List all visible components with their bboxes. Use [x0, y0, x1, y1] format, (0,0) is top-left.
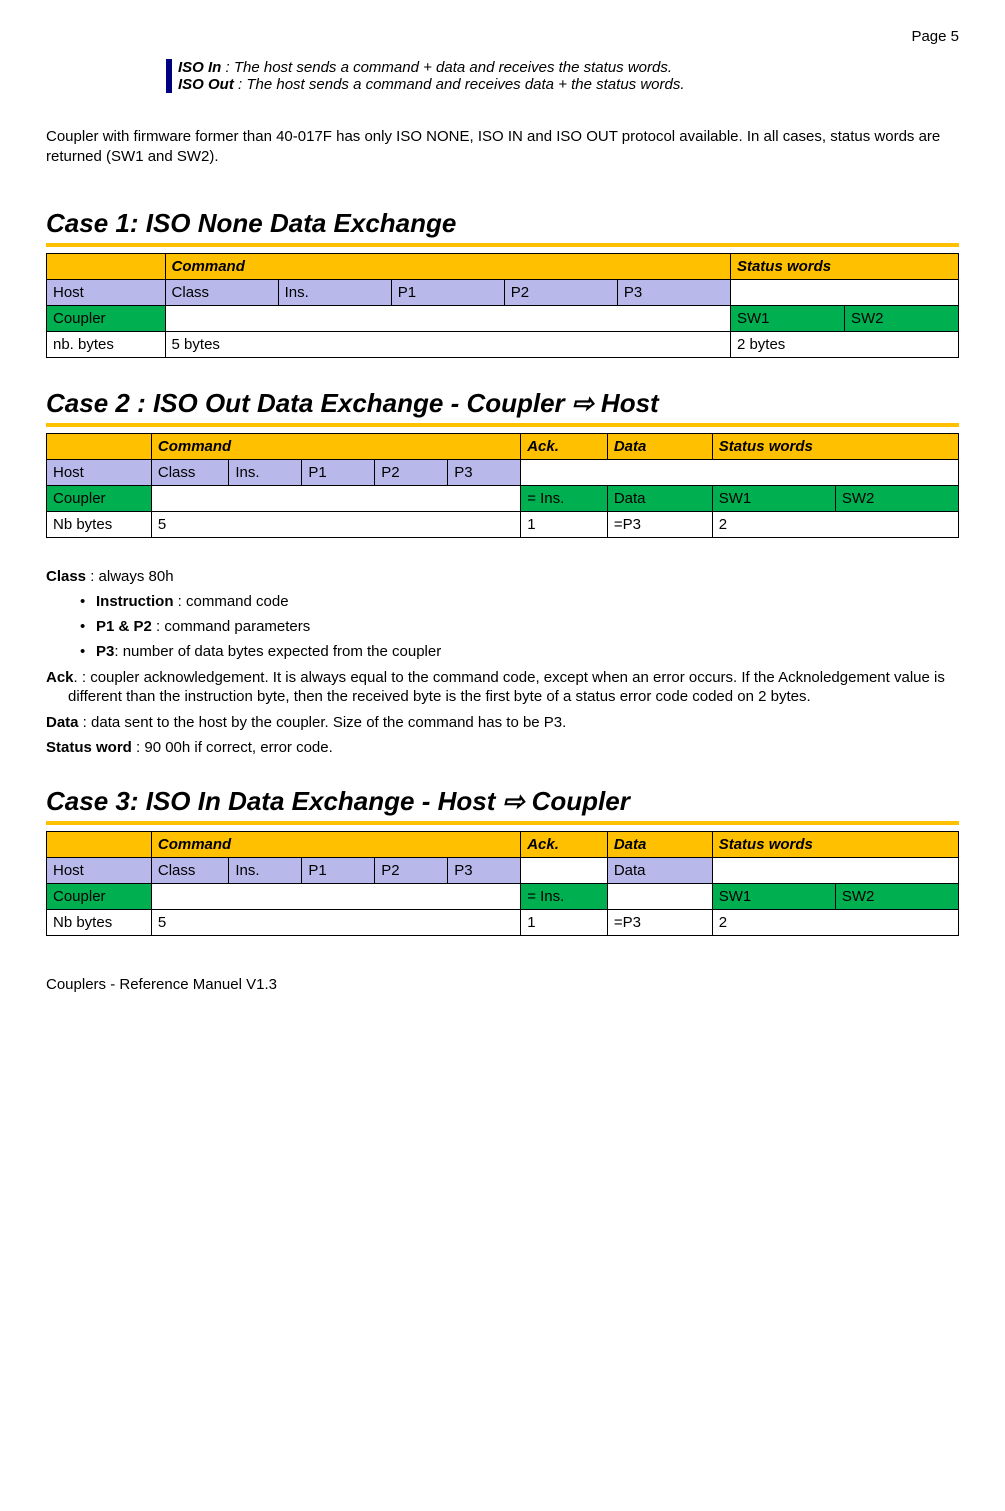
case1-rule [46, 243, 959, 247]
case3-cmd-header: Command [151, 831, 520, 857]
case2-heading: Case 2 : ISO Out Data Exchange - Coupler… [46, 388, 959, 419]
case3-host-label: Host [47, 857, 152, 883]
def-instruction-text: : command code [174, 593, 289, 610]
case3-rule [46, 821, 959, 825]
case2-sw1: SW1 [712, 485, 835, 511]
case2-nb-data: =P3 [607, 511, 712, 537]
case2-nb-label: Nb bytes [47, 511, 152, 537]
case1-sw1: SW1 [730, 305, 844, 331]
def-class-label: Class [46, 568, 86, 585]
def-data-text: : data sent to the host by the coupler. … [79, 714, 567, 731]
case3-nb-data: =P3 [607, 909, 712, 935]
case1-heading: Case 1: ISO None Data Exchange [46, 208, 959, 239]
page-number: Page 5 [46, 28, 959, 45]
case2-ack-header: Ack. [521, 433, 608, 459]
case1-host-class: Class [165, 279, 278, 305]
def-instruction-label: Instruction [96, 593, 174, 610]
case2-host-ins: Ins. [229, 459, 302, 485]
case2-host-label: Host [47, 459, 152, 485]
def-p1p2-label: P1 & P2 [96, 618, 152, 635]
case2-coupler-data: Data [607, 485, 712, 511]
case3-coupler-ack: = Ins. [521, 883, 608, 909]
case1-status-header: Status words [730, 253, 958, 279]
case1-cmd-header: Command [165, 253, 730, 279]
def-p3-text: : number of data bytes expected from the… [114, 643, 441, 660]
iso-definitions: ISO In : The host sends a command + data… [166, 59, 959, 93]
case2-cmd-header: Command [151, 433, 520, 459]
case1-nb-status: 2 bytes [730, 331, 958, 357]
case1-nb-label: nb. bytes [47, 331, 166, 357]
case3-host-p3: P3 [448, 857, 521, 883]
case2-nb-status: 2 [712, 511, 958, 537]
case3-nb-status: 2 [712, 909, 958, 935]
case3-status-header: Status words [712, 831, 958, 857]
intro-paragraph: Coupler with firmware former than 40-017… [46, 127, 959, 168]
page-footer: Couplers - Reference Manuel V1.3 [46, 976, 959, 993]
case3-host-ins: Ins. [229, 857, 302, 883]
def-data-label: Data [46, 714, 79, 731]
def-status-text: : 90 00h if correct, error code. [132, 739, 333, 756]
case2-host-p2: P2 [375, 459, 448, 485]
def-p1p2-text: : command parameters [152, 618, 310, 635]
case3-sw1: SW1 [712, 883, 835, 909]
case3-nb-cmd: 5 [151, 909, 520, 935]
iso-out-text: : The host sends a command and receives … [234, 76, 685, 93]
case2-rule [46, 423, 959, 427]
case1-host-p3: P3 [617, 279, 730, 305]
case3-data-header: Data [607, 831, 712, 857]
case1-nb-cmd: 5 bytes [165, 331, 730, 357]
case1-host-label: Host [47, 279, 166, 305]
case3-host-class: Class [151, 857, 229, 883]
case2-host-p1: P1 [302, 459, 375, 485]
case1-host-p1: P1 [391, 279, 504, 305]
case3-host-p2: P2 [375, 857, 448, 883]
case2-coupler-ack: = Ins. [521, 485, 608, 511]
case2-coupler-label: Coupler [47, 485, 152, 511]
case2-data-header: Data [607, 433, 712, 459]
iso-in-text: : The host sends a command + data and re… [221, 59, 672, 76]
case3-host-p1: P1 [302, 857, 375, 883]
case3-host-data: Data [607, 857, 712, 883]
case1-table: Command Status words Host Class Ins. P1 … [46, 253, 959, 358]
case2-host-p3: P3 [448, 459, 521, 485]
def-class-text: : always 80h [86, 568, 174, 585]
iso-out-label: ISO Out [178, 76, 234, 93]
def-ack-label: Ack [46, 669, 74, 686]
def-status-label: Status word [46, 739, 132, 756]
case1-host-ins: Ins. [278, 279, 391, 305]
case3-nb-label: Nb bytes [47, 909, 152, 935]
case3-coupler-label: Coupler [47, 883, 152, 909]
case2-status-header: Status words [712, 433, 958, 459]
case2-sw2: SW2 [835, 485, 958, 511]
case1-host-p2: P2 [504, 279, 617, 305]
case2-table: Command Ack. Data Status words Host Clas… [46, 433, 959, 538]
case3-nb-ack: 1 [521, 909, 608, 935]
case3-ack-header: Ack. [521, 831, 608, 857]
def-p3-label: P3 [96, 643, 114, 660]
case3-sw2: SW2 [835, 883, 958, 909]
case1-sw2: SW2 [844, 305, 958, 331]
case3-table: Command Ack. Data Status words Host Clas… [46, 831, 959, 936]
case1-coupler-label: Coupler [47, 305, 166, 331]
case2-host-class: Class [151, 459, 229, 485]
case3-heading: Case 3: ISO In Data Exchange - Host ⇨ Co… [46, 786, 959, 817]
iso-in-label: ISO In [178, 59, 221, 76]
def-ack-text: . : coupler acknowledgement. It is alway… [68, 669, 945, 706]
case2-nb-cmd: 5 [151, 511, 520, 537]
definitions-block: Class : always 80h Instruction : command… [46, 568, 959, 758]
case2-nb-ack: 1 [521, 511, 608, 537]
